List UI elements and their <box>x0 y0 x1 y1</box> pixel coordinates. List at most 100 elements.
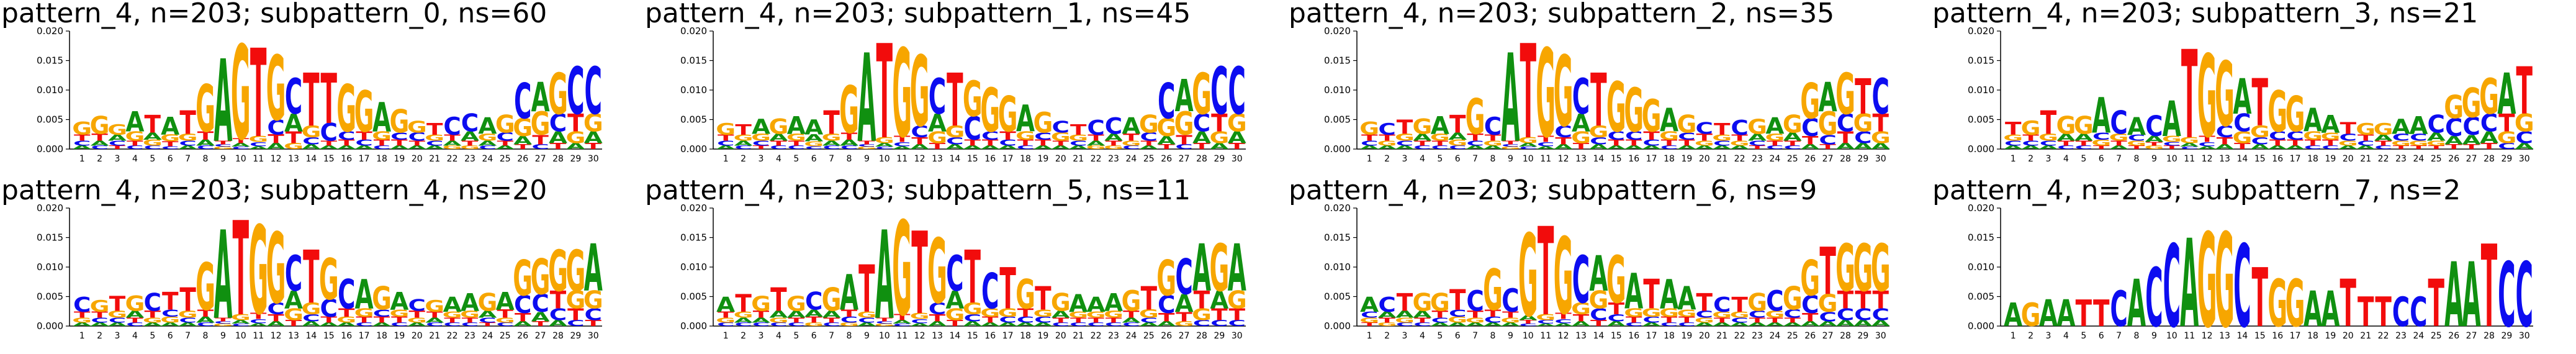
logo-letter-C-p20-3: C <box>408 296 426 315</box>
logo-letter-A-p12-0: A <box>1554 322 1574 327</box>
logo-letter-G-p25-3: G <box>495 111 515 138</box>
logo-letter-C-p28-1: C <box>1837 305 1855 324</box>
y-tick-label: 0.005 <box>37 291 63 302</box>
logo-letter-T-p2-3: T <box>735 121 752 138</box>
logo-letter-A-p18-0: A <box>2304 281 2322 338</box>
logo-panel-7: pattern_4, n=203; subpattern_7, ns=2 0.00… <box>1931 177 2575 354</box>
x-tick-label: 10 <box>235 154 246 164</box>
logo-letter-G-p18-2: G <box>1659 130 1679 143</box>
logo-letter-G-p12-2: G <box>910 311 930 320</box>
x-tick-label: 30 <box>2519 331 2530 341</box>
y-tick-label: 0.015 <box>1324 55 1351 66</box>
logo-letter-T-p23-1: T <box>1106 317 1122 324</box>
logo-panel-4: pattern_4, n=203; subpattern_4, ns=20 0.0… <box>0 177 644 354</box>
logo-letter-A-p16-0: A <box>337 145 356 150</box>
x-tick-label: 6 <box>1455 331 1461 341</box>
x-tick-label: 22 <box>1091 154 1102 164</box>
y-tick-label: 0.005 <box>37 114 63 125</box>
logo-letter-A-p21-0: A <box>2356 145 2376 150</box>
x-tick-label: 16 <box>341 331 352 341</box>
x-tick-label: 28 <box>552 331 564 341</box>
logo-letter-T-p6-0: T <box>2093 293 2110 335</box>
logo-letter-C-p21-0: C <box>1070 322 1088 327</box>
logo-letter-C-p18-2: C <box>373 308 390 319</box>
x-tick-label: 1 <box>723 154 729 164</box>
logo-letter-G-p8-3: G <box>196 71 215 147</box>
x-tick-label: 10 <box>879 331 890 341</box>
logo-letter-T-p23-1: T <box>1749 317 1766 324</box>
logo-letter-T-p29-3: T <box>1855 69 1871 125</box>
logo-letter-T-p16-1: T <box>982 315 999 324</box>
logo-letter-A-p7-0: A <box>2110 145 2129 150</box>
logo-letter-T-p23-0: T <box>1749 145 1765 150</box>
logo-letter-A-p8-1: A <box>840 138 859 147</box>
logo-letter-G-p30-2: G <box>1227 109 1247 137</box>
logo-letter-A-p19-0: A <box>390 145 409 150</box>
logo-letter-A-p2-1: A <box>91 140 109 147</box>
logo-letter-G-p19-2: G <box>2320 131 2340 142</box>
logo-letter-C-p28-2: C <box>1837 109 1854 137</box>
logo-letter-A-p25-0: A <box>1140 145 1159 150</box>
logo-letter-A-p27-3: A <box>1175 70 1194 122</box>
logo-letter-C-p30-3: C <box>1228 53 1246 129</box>
logo-letter-C-p20-2: C <box>2340 132 2357 143</box>
logo-letter-C-p30-3: C <box>585 53 602 129</box>
logo-letter-A-p23-2: A <box>1104 132 1123 143</box>
logo-letter-G-p24-2: G <box>1765 309 1785 320</box>
logo-letter-A-p26-0: A <box>1801 320 1819 327</box>
logo-letter-G-p23-0: G <box>1104 145 1124 150</box>
logo-letter-G-p25-3: G <box>1139 111 1159 138</box>
x-tick-label: 20 <box>2343 154 2354 164</box>
x-tick-label: 7 <box>1472 331 1478 341</box>
logo-letter-T-p1-2: T <box>718 311 734 320</box>
x-tick-label: 26 <box>1804 154 1816 164</box>
logo-letter-A-p22-3: A <box>443 294 462 317</box>
logo-letter-C-p19-2: C <box>1678 131 1695 142</box>
logo-letter-T-p10-3: T <box>233 195 249 345</box>
logo-letter-A-p5-2: A <box>787 309 806 320</box>
logo-letter-G-p17-3: G <box>2286 86 2305 143</box>
x-tick-label: 30 <box>588 331 599 341</box>
logo-letter-C-p29-0: C <box>2498 244 2515 348</box>
x-tick-label: 8 <box>2134 154 2140 164</box>
logo-letter-C-p4-0: C <box>2057 145 2075 150</box>
logo-letter-G-p15-2: G <box>963 299 983 319</box>
logo-letter-T-p6-3: T <box>162 288 179 315</box>
logo-letter-C-p30-1: C <box>585 305 603 324</box>
logo-letter-C-p2-0: C <box>734 322 752 327</box>
logo-letter-A-p24-1: A <box>478 140 497 147</box>
x-tick-label: 5 <box>2081 331 2086 341</box>
logo-letter-C-p20-3: C <box>1696 119 1714 138</box>
logo-letter-T-p3-3: T <box>2040 104 2057 142</box>
logo-letter-T-p27-0: T <box>532 320 549 327</box>
logo-letter-A-p19-0: A <box>1677 145 1696 150</box>
logo-letter-A-p29-0: A <box>566 142 585 151</box>
logo-letter-A-p6-3: A <box>161 112 179 140</box>
logo-letter-A-p14-3: A <box>1589 246 1608 302</box>
logo-letter-G-p12-3: G <box>1554 35 1574 149</box>
x-tick-label: 9 <box>864 331 870 341</box>
logo-letter-C-p11-1: C <box>1537 319 1555 325</box>
logo-letter-G-p29-2: G <box>1853 109 1873 137</box>
logo-letter-C-p29-3: C <box>567 53 584 129</box>
logo-stack-25: T <box>2428 266 2445 342</box>
x-tick-label: 12 <box>914 331 925 341</box>
logo-letter-T-p9-1: T <box>2146 141 2162 147</box>
